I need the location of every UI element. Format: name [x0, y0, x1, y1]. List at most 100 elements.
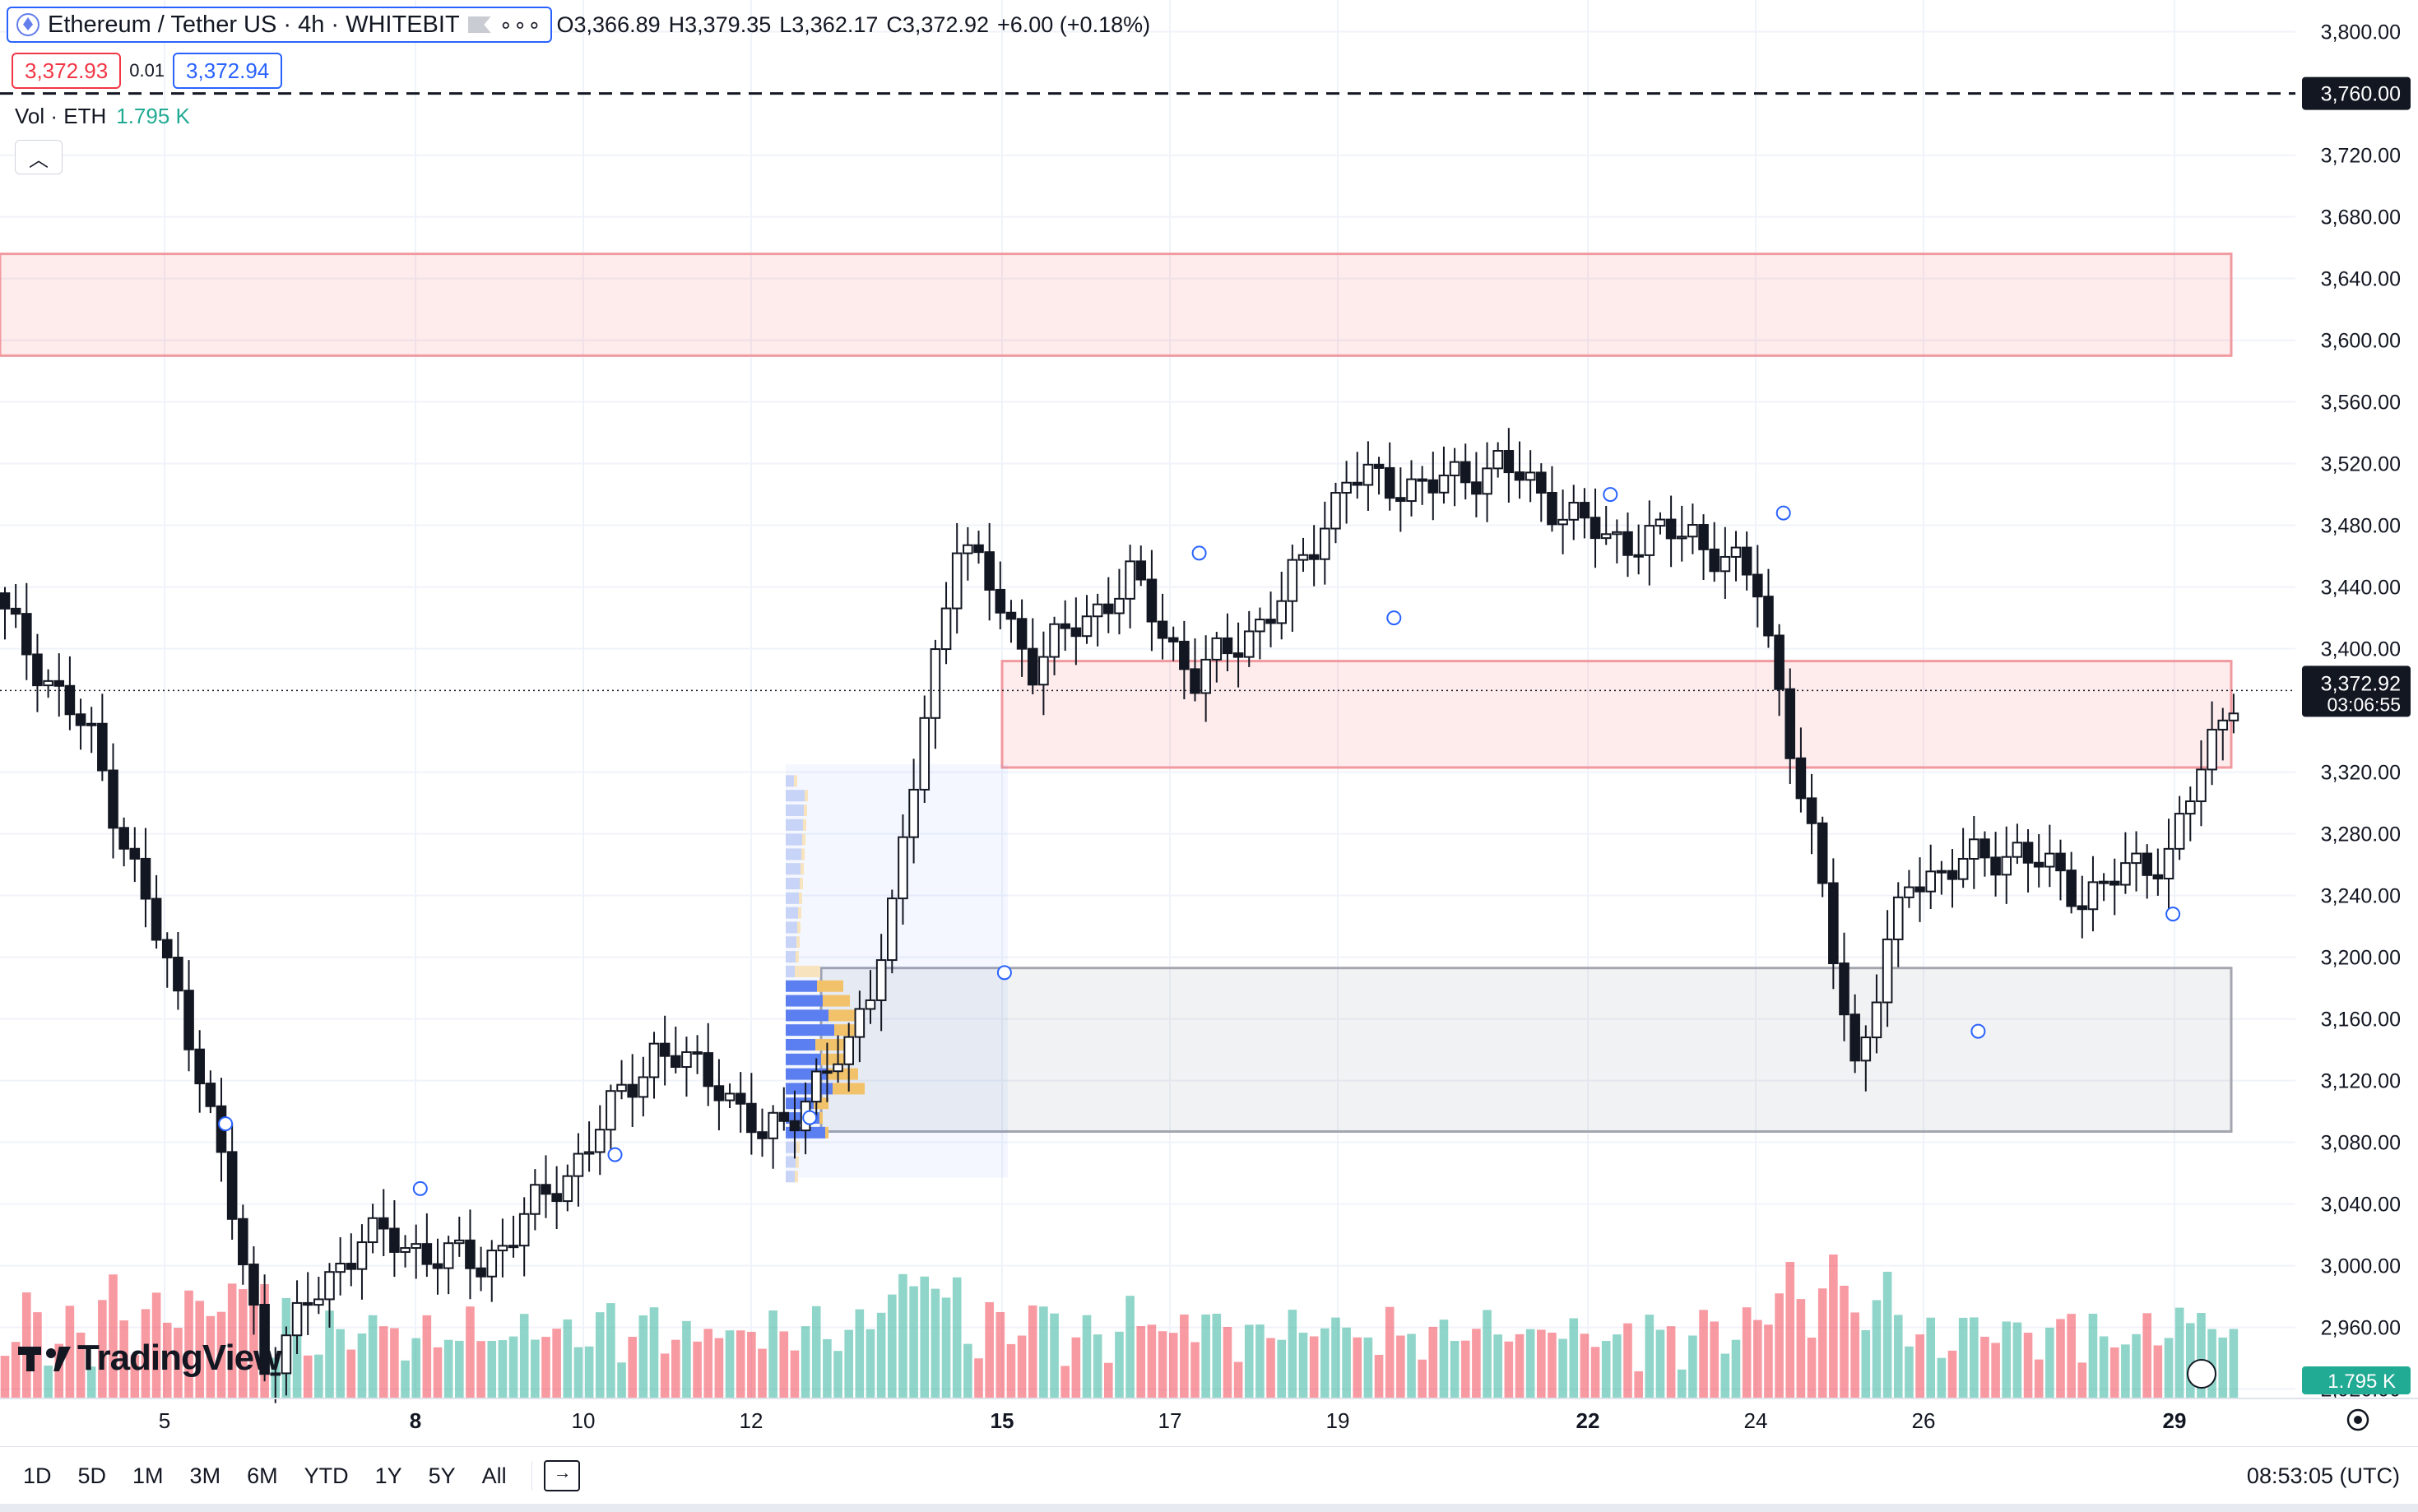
volume-bar-up [768, 1310, 777, 1398]
price-tick-label: 3,240.00 [2321, 885, 2401, 908]
utc-clock[interactable]: 08:53:05 (UTC) [2246, 1463, 2400, 1488]
candle-down [2152, 874, 2164, 880]
candle-down [421, 1243, 433, 1265]
volume-bar-up [801, 1326, 810, 1398]
volume-bar-up [531, 1339, 540, 1398]
volume-bar-down [1233, 1361, 1243, 1398]
time-tick-label: 26 [1912, 1408, 1936, 1433]
tradingview-mark-icon [18, 1343, 71, 1373]
range-6m[interactable]: 6M [247, 1463, 278, 1488]
profile-row [802, 833, 805, 846]
volume-bar-down [1840, 1285, 1849, 1398]
volume-bar-up [2045, 1327, 2054, 1398]
candle-down [346, 1263, 357, 1270]
range-3m[interactable]: 3M [189, 1463, 221, 1488]
footer-strip [0, 1504, 2418, 1512]
candle-down [226, 1151, 238, 1220]
volume-bar-down [1742, 1307, 1752, 1398]
volume-bar-down [1980, 1336, 1989, 1398]
buy-button[interactable]: 3,372.94 [173, 53, 283, 89]
time-tick-label: 5 [159, 1408, 170, 1433]
volume-bar-up [1201, 1314, 1210, 1398]
volume-bar-down [22, 1292, 31, 1398]
price-chart[interactable]: 3,800.00 3,720.00 3,680.00 3,640.00 3,600.00… [0, 0, 2418, 1446]
volume-bar-down [736, 1330, 745, 1398]
tradingview-wordmark: TradingView [77, 1338, 281, 1378]
candle-down [2033, 861, 2044, 868]
candle-up [1600, 533, 1612, 540]
candle-up [1341, 481, 1352, 494]
candle-down [378, 1217, 389, 1230]
candle-up [1969, 838, 1979, 860]
flag-icon[interactable] [467, 16, 491, 33]
range-1d[interactable]: 1D [23, 1463, 52, 1488]
candle-down [1417, 478, 1427, 482]
volume-bar-up [455, 1340, 464, 1398]
candle-down [1849, 1013, 1860, 1062]
profile-row [804, 804, 807, 816]
candle-down [713, 1085, 725, 1102]
candle-down [465, 1239, 476, 1269]
volume-bar-up [1125, 1296, 1135, 1398]
sell-button[interactable]: 3,372.93 [12, 53, 122, 89]
candle-down [129, 847, 141, 860]
volume-bar-up [1645, 1315, 1655, 1398]
volume-bar-down [206, 1315, 216, 1398]
volume-bar-down [1060, 1366, 1070, 1398]
range-5y[interactable]: 5Y [428, 1463, 456, 1488]
candle-up [2120, 862, 2131, 886]
more-icon[interactable]: ∘∘∘ [499, 12, 542, 37]
range-all[interactable]: All [481, 1463, 507, 1488]
range-1m[interactable]: 1M [132, 1463, 164, 1488]
go-to-date-icon[interactable] [543, 1460, 580, 1491]
volume-bar-up [1050, 1313, 1059, 1398]
volume-bar-up [617, 1362, 626, 1398]
candle-up [1287, 559, 1298, 602]
spread-value: 0.01 [129, 60, 165, 81]
range-ytd[interactable]: YTD [304, 1463, 349, 1488]
candle-up [1406, 478, 1417, 503]
volume-bar-up [1342, 1327, 1351, 1398]
volume-bar-up [1688, 1335, 1697, 1398]
candle-up [833, 1063, 843, 1073]
volume-bar-down [1699, 1310, 1708, 1398]
profile-row [797, 921, 801, 934]
volume-bar-up [2121, 1344, 2130, 1398]
volume-bar-up [86, 1366, 96, 1398]
volume-bar-down [303, 1355, 313, 1398]
volume-bar-down [703, 1329, 713, 1398]
collapse-legend-button[interactable]: ︿ [15, 140, 63, 174]
volume-bar-up [1569, 1318, 1579, 1398]
volume-bar-up [1277, 1339, 1286, 1398]
candle-down [205, 1083, 216, 1107]
volume-bar-down [2023, 1333, 2033, 1398]
profile-row [786, 1053, 821, 1065]
candle-down [10, 607, 21, 615]
profile-row [801, 863, 804, 875]
chart-grid [0, 0, 2295, 1398]
volume-bar-up [1937, 1357, 1947, 1398]
profile-row [786, 980, 817, 992]
volume-bar-down [1634, 1371, 1643, 1398]
candle-up [1557, 518, 1568, 526]
candle-up [2217, 719, 2229, 730]
range-1y[interactable]: 1Y [374, 1463, 402, 1488]
tradingview-logo[interactable]: TradingView [18, 1338, 281, 1379]
candle-up [2012, 842, 2023, 858]
volume-bar-up [2197, 1313, 2206, 1398]
profile-row [798, 907, 801, 919]
volume-bar-up [1677, 1369, 1687, 1398]
volume-bar-up [963, 1343, 972, 1398]
volume-bar-up [368, 1315, 378, 1398]
candle-down [1232, 652, 1244, 658]
candle-down [1547, 491, 1557, 526]
profile-row [819, 1112, 823, 1125]
range-5d[interactable]: 5D [77, 1463, 107, 1488]
candle-down [1795, 757, 1807, 800]
volume-bar-up [682, 1320, 691, 1398]
candle-up [2196, 768, 2207, 803]
candle-down [1179, 640, 1190, 670]
candle-down [32, 653, 43, 687]
volume-bar-down [1796, 1299, 1806, 1398]
symbol-selector[interactable]: Ethereum / Tether US · 4h · WHITEBIT ∘∘∘ [7, 7, 552, 43]
